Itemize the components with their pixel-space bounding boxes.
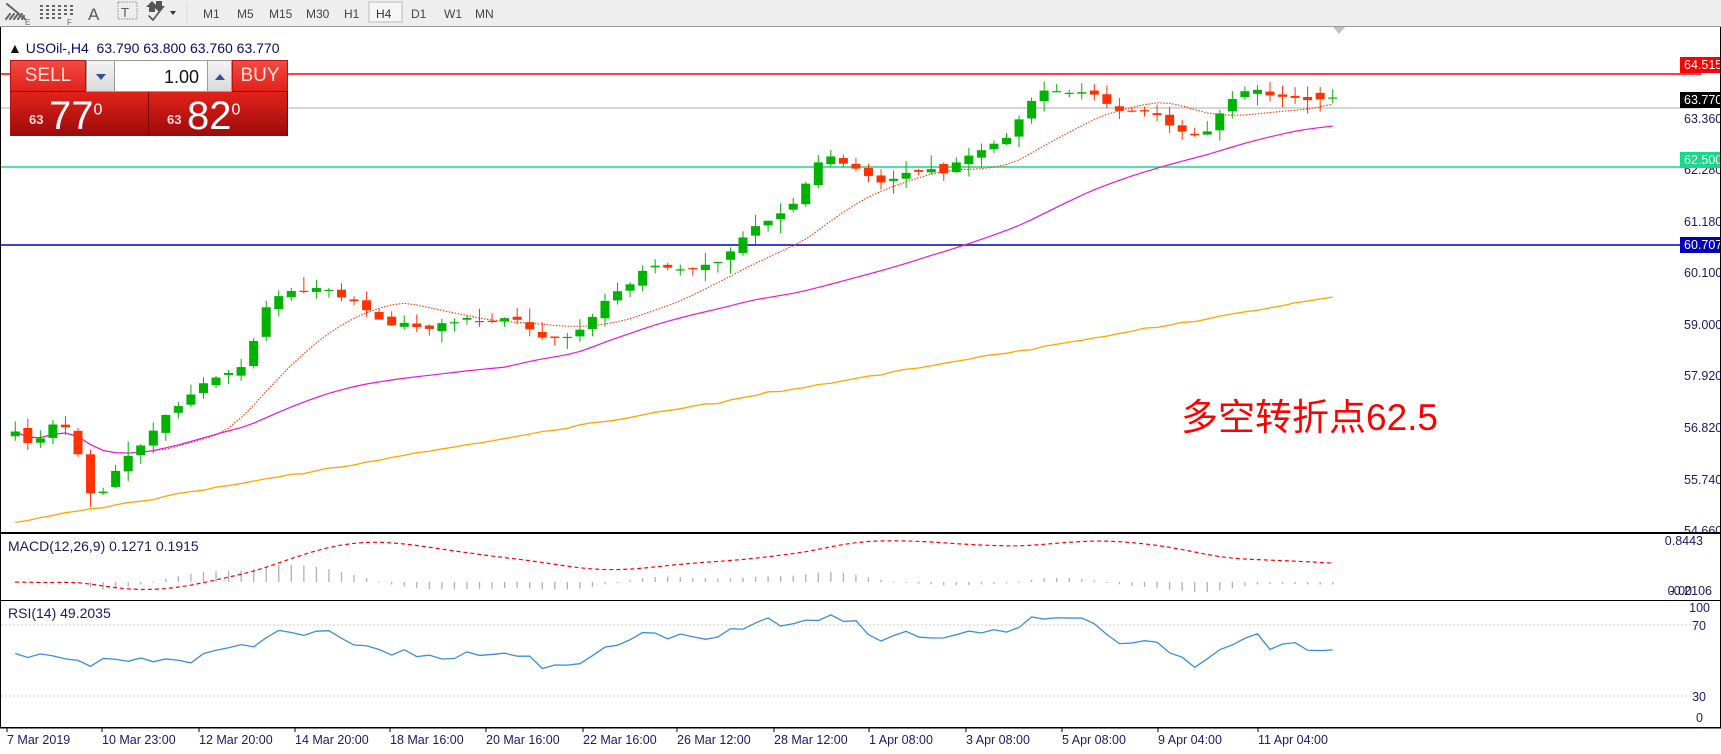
- svg-text:63.360: 63.360: [1684, 112, 1721, 126]
- svg-text:多空转折点62.5: 多空转折点62.5: [1181, 397, 1438, 438]
- svg-text:60.100: 60.100: [1684, 266, 1721, 280]
- svg-text:54.660: 54.660: [1684, 524, 1721, 532]
- svg-text:60.707: 60.707: [1684, 238, 1721, 252]
- svg-text:M15: M15: [269, 7, 293, 21]
- svg-text:55.740: 55.740: [1684, 473, 1721, 487]
- svg-text:M1: M1: [203, 7, 220, 21]
- svg-text:M30: M30: [306, 7, 330, 21]
- svg-text:H4: H4: [376, 7, 392, 21]
- svg-text:57.920: 57.920: [1684, 369, 1721, 383]
- svg-text:W1: W1: [444, 7, 462, 21]
- svg-text:F: F: [67, 18, 72, 27]
- svg-text:D1: D1: [411, 7, 427, 21]
- svg-text:61.180: 61.180: [1684, 215, 1721, 229]
- svg-text:M5: M5: [237, 7, 254, 21]
- svg-text:H1: H1: [344, 7, 360, 21]
- svg-text:E: E: [25, 18, 30, 27]
- svg-text:59.000: 59.000: [1684, 318, 1721, 332]
- svg-text:62.500: 62.500: [1684, 153, 1721, 167]
- svg-text:MN: MN: [475, 7, 494, 21]
- svg-text:56.820: 56.820: [1684, 421, 1721, 435]
- svg-text:T: T: [121, 5, 129, 20]
- svg-text:A: A: [88, 5, 100, 24]
- svg-text:63.770: 63.770: [1684, 93, 1721, 107]
- svg-text:64.515: 64.515: [1684, 58, 1721, 72]
